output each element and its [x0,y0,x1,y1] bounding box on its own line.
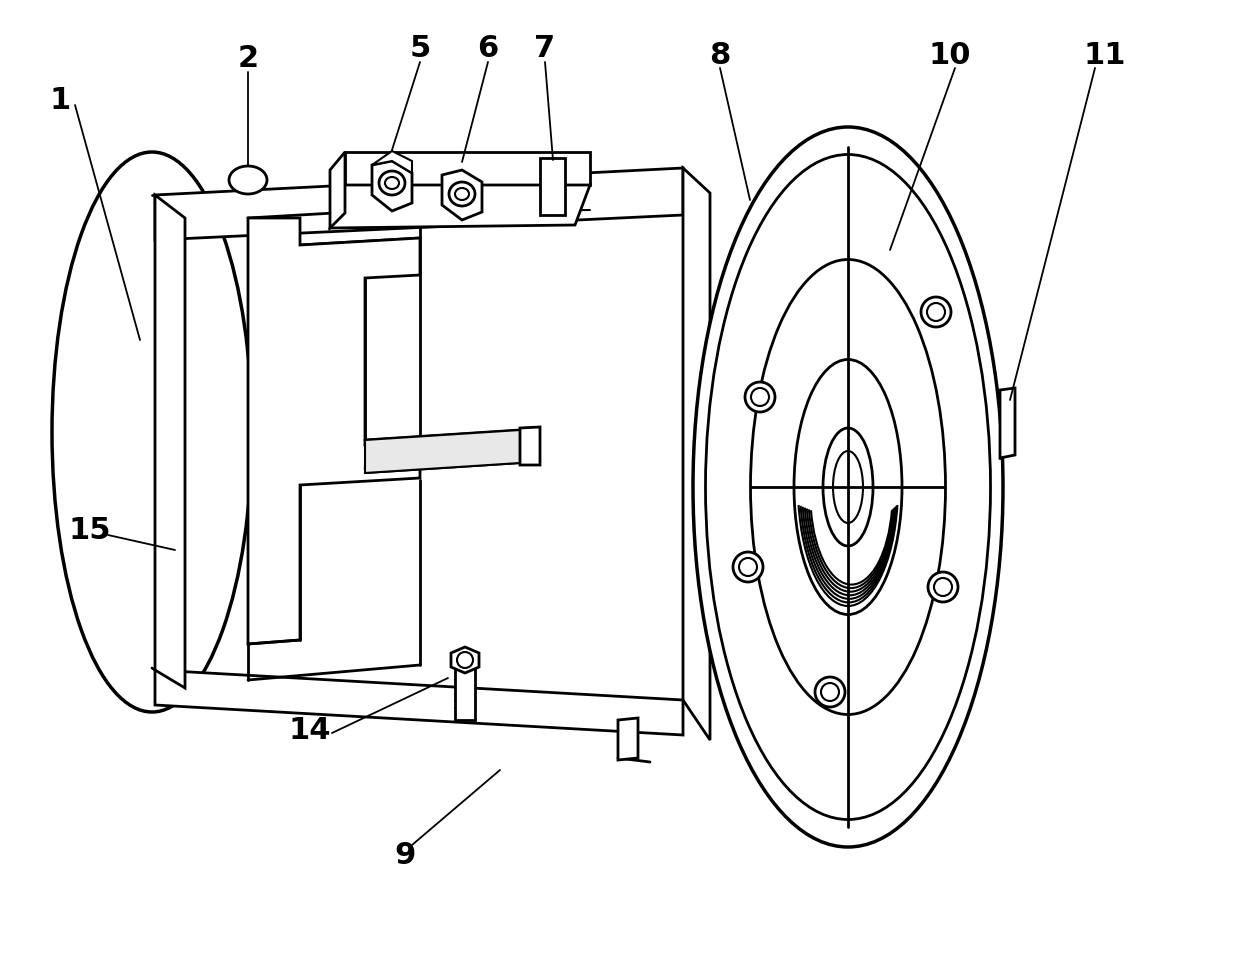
Ellipse shape [379,171,405,195]
Ellipse shape [455,188,469,200]
Polygon shape [155,195,185,688]
Ellipse shape [928,572,959,602]
Text: 1: 1 [50,85,71,115]
Polygon shape [520,427,539,465]
Ellipse shape [821,683,839,701]
Ellipse shape [823,428,873,546]
Polygon shape [999,388,1016,458]
Text: 10: 10 [929,41,971,70]
Polygon shape [683,168,711,740]
Polygon shape [372,151,412,173]
Ellipse shape [815,677,844,707]
Text: 6: 6 [477,34,498,62]
Ellipse shape [833,451,863,523]
Text: 2: 2 [237,44,259,73]
Text: 5: 5 [409,34,430,62]
Polygon shape [455,665,475,720]
Polygon shape [451,647,479,673]
Polygon shape [365,430,520,473]
Polygon shape [330,185,590,228]
Polygon shape [618,718,639,760]
Ellipse shape [739,558,756,576]
Ellipse shape [52,152,252,712]
Ellipse shape [229,166,267,194]
Ellipse shape [733,552,763,582]
Text: 7: 7 [534,34,556,62]
Polygon shape [539,158,565,215]
Ellipse shape [384,177,399,189]
Ellipse shape [693,127,1003,847]
Polygon shape [441,170,482,220]
Ellipse shape [706,154,991,820]
Polygon shape [248,218,420,644]
Ellipse shape [449,182,475,206]
Ellipse shape [750,259,945,715]
Polygon shape [330,152,345,228]
Text: 8: 8 [709,41,730,70]
Text: 9: 9 [394,841,415,869]
Ellipse shape [794,359,901,615]
Ellipse shape [921,297,951,327]
Polygon shape [155,670,683,735]
Text: 14: 14 [289,716,331,745]
Ellipse shape [934,578,952,596]
Text: 11: 11 [1084,41,1126,70]
Polygon shape [372,161,412,211]
Ellipse shape [458,652,472,668]
Ellipse shape [751,388,769,406]
Polygon shape [155,168,683,240]
Polygon shape [345,152,590,185]
Ellipse shape [928,303,945,321]
Ellipse shape [745,382,775,412]
Text: 15: 15 [68,516,112,545]
